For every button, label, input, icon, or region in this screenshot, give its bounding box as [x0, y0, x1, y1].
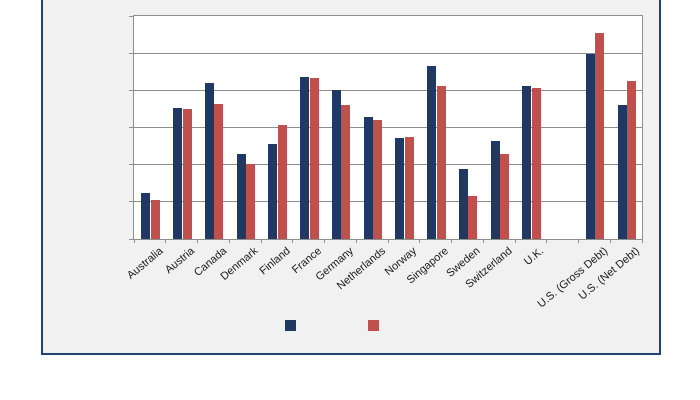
bar-series2-Austria [182, 108, 192, 239]
x-axis-tick [451, 239, 452, 243]
bar-series2-Singapore [436, 85, 446, 239]
bar-series1-Germany [331, 90, 341, 239]
y-axis-tick [129, 89, 133, 91]
x-axis-tick [419, 239, 421, 243]
bar-series2-Canada [214, 104, 224, 239]
x-axis-tick [641, 239, 643, 243]
bar-series2-Finland [277, 124, 287, 239]
bar-series2-Denmark [246, 163, 256, 239]
bar-series2-U.S. (Net Debt) [627, 81, 637, 239]
plot-area [129, 15, 643, 243]
bar-series1-U.S. (Net Debt) [617, 105, 627, 239]
bar-series2-France [309, 78, 319, 239]
y-axis-tick [129, 164, 133, 166]
gridline [134, 89, 642, 91]
x-axis-tick [609, 239, 611, 243]
bar-series2-Netherlands [373, 120, 383, 239]
legend-marker-series2 [368, 320, 379, 331]
bar-series2-Norway [404, 136, 414, 239]
bar-series2-Sweden [468, 196, 478, 239]
bar-series2-U.K. [531, 88, 541, 239]
x-axis-tick [133, 239, 135, 243]
bar-series1-U.K. [522, 85, 532, 239]
x-axis-tick [514, 239, 516, 243]
y-axis-tick [129, 15, 133, 17]
x-axis-tick [165, 239, 167, 243]
x-axis-tick [197, 239, 198, 243]
gridline [134, 164, 642, 166]
gridline [134, 52, 642, 54]
x-axis-tick [292, 239, 294, 243]
bar-series1-Australia [141, 192, 151, 239]
bar-series1-U.S. (Gross Debt) [585, 54, 595, 239]
bar-series2-U.S. (Gross Debt) [595, 32, 605, 239]
bar-series1-Sweden [458, 169, 468, 239]
x-axis-tick [387, 239, 389, 243]
bar-series1-Norway [395, 137, 405, 239]
bar-series1-Netherlands [363, 117, 373, 239]
gridline [134, 201, 642, 203]
bar-series1-Austria [173, 108, 183, 239]
y-axis-tick [129, 238, 133, 240]
x-axis-tick [578, 239, 579, 243]
y-axis-tick [129, 201, 133, 203]
legend-marker-series1 [285, 320, 296, 331]
bar-series1-Finland [268, 144, 278, 239]
x-axis-tick [324, 239, 325, 243]
bar-series1-Switzerland [490, 140, 500, 239]
bar-series1-Denmark [236, 153, 246, 239]
bar-series1-France [300, 77, 310, 239]
gridline [134, 127, 642, 128]
x-axis-tick [355, 239, 357, 243]
x-axis-tick [228, 239, 230, 243]
bar-series2-Switzerland [500, 153, 510, 239]
bar-series2-Germany [341, 105, 351, 239]
bar-series1-Singapore [427, 66, 437, 239]
y-axis-tick [129, 127, 133, 128]
x-axis-tick [546, 239, 548, 243]
x-axis-tick [260, 239, 262, 243]
bar-series1-Canada [204, 82, 214, 239]
x-axis-tick [482, 239, 484, 243]
y-axis-tick [129, 52, 133, 54]
bar-series2-Australia [150, 199, 160, 239]
